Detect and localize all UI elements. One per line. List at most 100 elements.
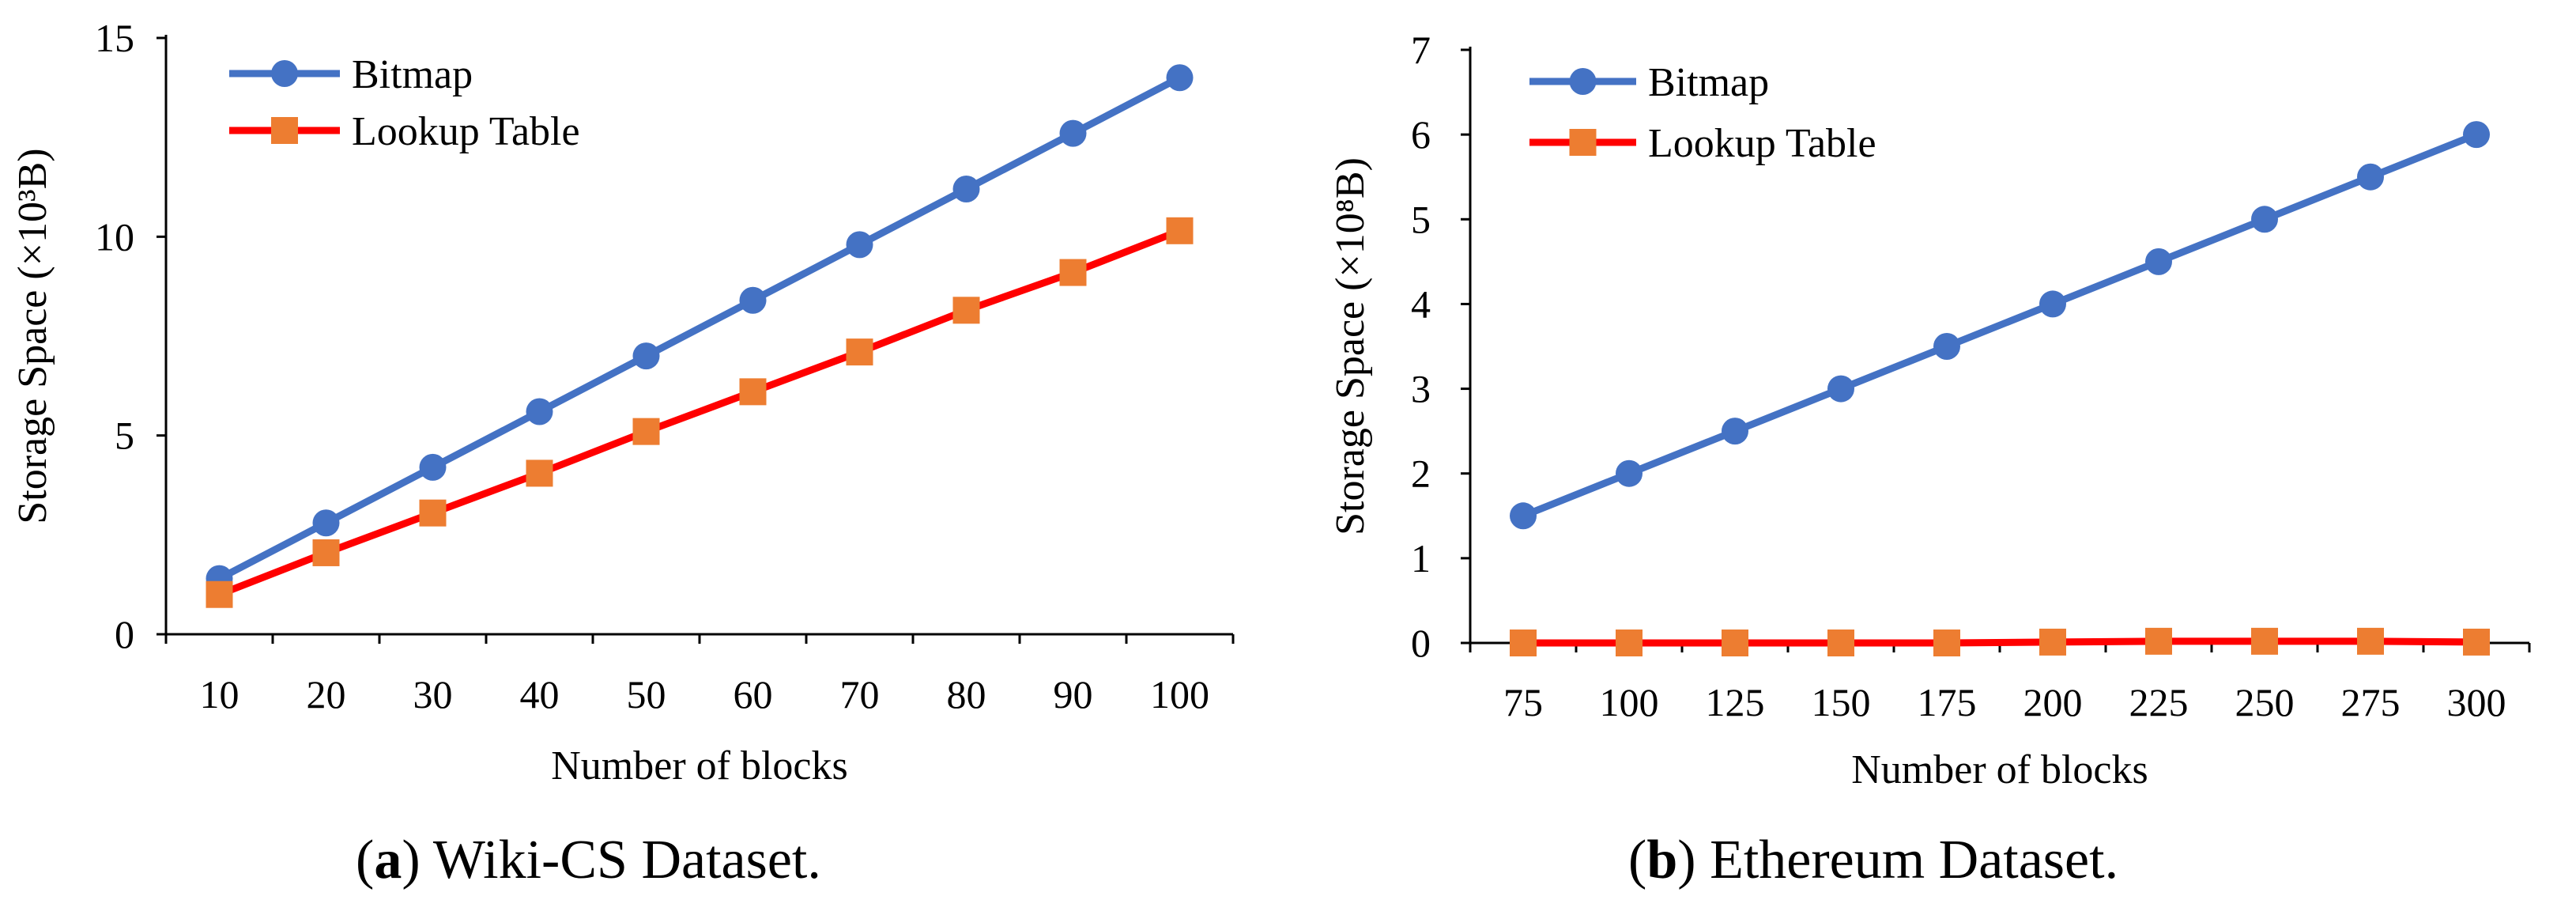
x-tick-label: 20 [307,672,346,716]
x-tick-label: 100 [1600,680,1659,724]
x-tick-label: 75 [1503,680,1543,724]
data-point-bitmap [1059,119,1087,147]
y-tick-label: 0 [1411,621,1431,665]
data-point-lookup-table [2463,628,2490,656]
y-tick-label: 2 [1411,452,1431,496]
data-point-bitmap [1510,502,1537,530]
x-tick-label: 70 [840,672,880,716]
caption: (a) Wiki-CS Dataset. [356,830,821,890]
legend-label-lookup-table: Lookup Table [352,109,580,154]
x-tick-label: 90 [1054,672,1093,716]
data-point-lookup-table [1166,217,1194,244]
data-point-lookup-table [2145,627,2172,655]
data-point-lookup-table [2251,627,2278,655]
data-point-bitmap [1166,64,1194,92]
caption-title: Wiki-CS Dataset. [433,830,821,890]
x-axis-title: Number of blocks [1851,747,2148,792]
data-point-lookup-table [846,338,873,366]
legend-marker-lookup-table [271,117,298,144]
series-line-bitmap [217,74,1182,582]
data-point-bitmap [526,398,553,425]
x-tick-label: 200 [2023,680,2083,724]
data-point-lookup-table [1510,630,1537,656]
data-point-bitmap [1827,375,1854,403]
data-point-bitmap [846,231,873,259]
data-point-lookup-table [312,539,340,566]
data-point-bitmap [2039,290,2066,318]
series-line-lookup-table [1523,637,2477,647]
series-line-lookup-table [217,227,1182,598]
caption-paren-close: ) [1677,830,1710,890]
data-point-bitmap [2463,121,2490,149]
legend-marker-bitmap [271,60,298,87]
y-tick-label: 7 [1411,28,1431,72]
x-tick-label: 275 [2341,680,2401,724]
data-point-lookup-table [2039,628,2066,656]
data-point-lookup-table [206,580,233,608]
data-point-bitmap [739,286,767,314]
data-point-bitmap [1616,459,1643,487]
legend-marker-lookup-table [1569,129,1597,156]
data-point-lookup-table [739,378,767,406]
caption-title: Ethereum Dataset. [1710,830,2118,890]
caption-paren-open: ( [1628,830,1646,890]
chart-panel-a: 0 5 10 15 10 20 30 40 50 60 70 80 90 100 Number of blo… [10,16,1235,890]
data-point-bitmap [2145,248,2172,275]
data-point-lookup-table [2357,627,2384,655]
y-tick-label: 6 [1411,112,1431,157]
x-tick-label: 10 [200,672,239,716]
legend-label-bitmap: Bitmap [352,52,473,97]
data-point-bitmap [1722,418,1748,445]
x-tick-label: 125 [1706,680,1765,724]
data-point-lookup-table [526,459,553,487]
data-point-bitmap [419,453,447,481]
data-point-lookup-table [952,297,980,324]
y-tick-label: 1 [1411,536,1431,580]
x-tick-label: 40 [520,672,560,716]
caption: (b) Ethereum Dataset. [1628,830,2118,890]
legend-label-lookup-table: Lookup Table [1648,121,1876,166]
legend-marker-bitmap [1569,68,1597,95]
caption-letter: a [374,830,402,890]
data-point-bitmap [952,176,980,203]
x-axis-title: Number of blocks [551,743,847,788]
x-tick-label: 50 [627,672,666,716]
data-point-lookup-table [1933,630,1960,656]
data-point-bitmap [1933,333,1960,360]
x-tick-label: 225 [2129,680,2189,724]
y-tick-label: 10 [95,214,134,259]
x-tick-label: 60 [734,672,773,716]
data-point-lookup-table [419,499,447,527]
x-tick-label: 175 [1918,680,1977,724]
x-tick-label: 80 [947,672,986,716]
x-tick-label: 150 [1812,680,1871,724]
x-tick-label: 100 [1150,672,1209,716]
data-point-bitmap [632,342,660,370]
caption-letter: b [1646,830,1677,890]
y-tick-label: 4 [1411,282,1431,326]
y-tick-label: 3 [1411,367,1431,411]
x-tick-label: 30 [413,672,453,716]
series-line-bitmap [1522,130,2478,520]
legend-label-bitmap: Bitmap [1648,60,1769,105]
y-tick-label: 15 [95,16,134,60]
x-tick-label: 250 [2235,680,2295,724]
caption-paren-open: ( [356,830,374,890]
y-tick-label: 5 [1411,197,1431,241]
caption-paren-close: ) [402,830,433,890]
data-point-lookup-table [1722,630,1748,656]
data-point-bitmap [312,509,340,537]
x-tick-label: 300 [2447,680,2506,724]
data-point-bitmap [2357,163,2384,191]
data-point-bitmap [2251,206,2278,233]
y-tick-label: 0 [115,612,134,656]
data-point-lookup-table [1616,630,1643,656]
y-axis-title: Storage Space (×10³B) [10,148,55,524]
data-point-lookup-table [632,418,660,445]
data-point-lookup-table [1059,259,1087,286]
chart-panel-b: 0 1 2 3 4 5 6 7 75 100 125 150 175 200 225 250 275 300 Num… [1328,28,2531,890]
y-tick-label: 5 [115,414,134,458]
data-point-lookup-table [1827,630,1854,656]
y-axis-title: Storage Space (×10⁸B) [1328,157,1373,535]
